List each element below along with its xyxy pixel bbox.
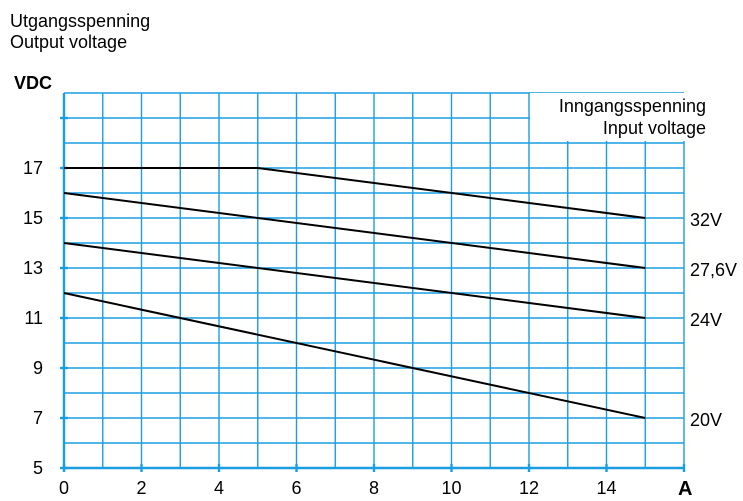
y-tick-label: 13 <box>23 258 43 278</box>
series-line <box>63 192 646 269</box>
chart-title-line-2: Output voltage <box>10 32 127 52</box>
legend-title-line-2: Input voltage <box>603 118 706 138</box>
x-axis-label: A <box>678 478 692 500</box>
axes <box>60 93 686 472</box>
grid <box>64 92 685 468</box>
legend-background <box>530 93 725 141</box>
x-tick-label: 2 <box>136 478 146 498</box>
series-line <box>64 167 646 219</box>
series-label: 32V <box>690 210 722 230</box>
y-tick-label: 11 <box>24 308 43 328</box>
series-lines <box>63 167 646 419</box>
chart-title: Utgangsspenning Output voltage <box>10 11 150 52</box>
y-tick-label: 15 <box>23 208 43 228</box>
x-tick-label: 8 <box>369 478 379 498</box>
x-tick-label: 10 <box>441 478 461 498</box>
x-tick-label: 14 <box>596 478 616 498</box>
x-tick-label: 6 <box>291 478 301 498</box>
x-tick-label: 12 <box>519 478 539 498</box>
x-tick-label: 0 <box>59 478 69 498</box>
tick-labels: 0 2 4 6 8 10 12 14 5 7 9 11 13 15 17 <box>23 158 617 498</box>
chart-title-line-1: Utgangsspenning <box>10 11 150 31</box>
y-tick-label: 17 <box>23 158 43 178</box>
series-labels: 32V 27,6V 24V 20V <box>690 210 737 430</box>
y-axis-label: VDC <box>14 73 52 93</box>
y-tick-label: 9 <box>33 358 43 378</box>
legend-title-line-1: Inngangsspenning <box>559 96 706 116</box>
series-label: 20V <box>690 410 722 430</box>
x-tick-label: 4 <box>214 478 224 498</box>
y-tick-label: 7 <box>33 408 43 428</box>
series-label: 24V <box>690 310 722 330</box>
series-line <box>63 292 646 419</box>
legend: Inngangsspenning Input voltage <box>559 96 706 138</box>
series-label: 27,6V <box>690 260 737 280</box>
y-tick-label: 5 <box>33 458 43 478</box>
series-line <box>63 242 646 319</box>
